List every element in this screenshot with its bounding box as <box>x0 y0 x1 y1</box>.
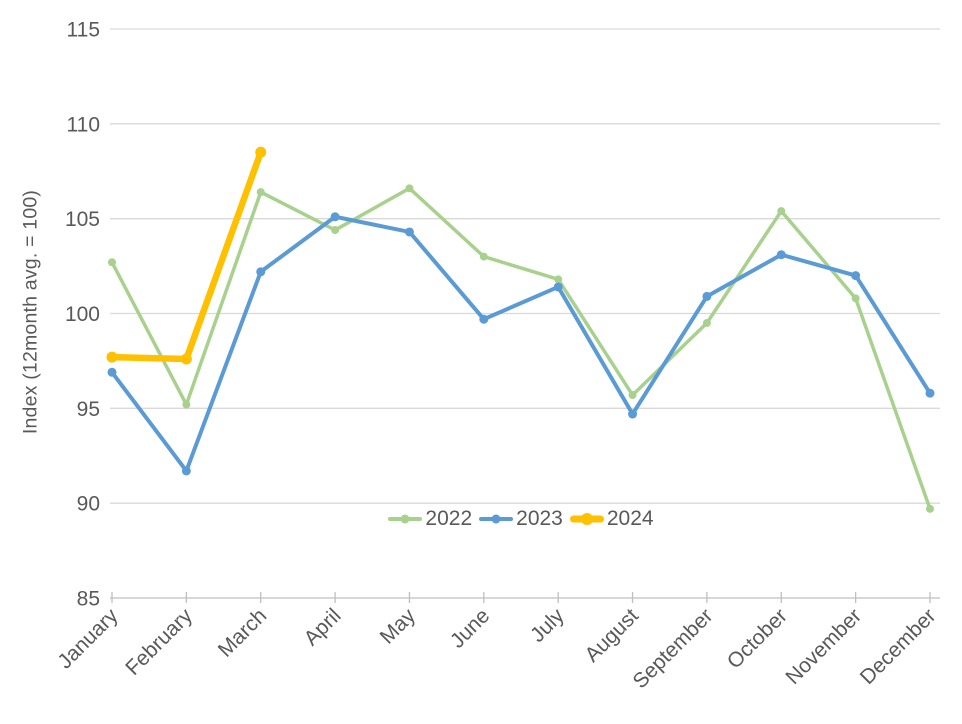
data-point-2022-september <box>702 318 711 327</box>
data-point-2022-may <box>405 184 414 193</box>
y-tick-label-90: 90 <box>77 493 100 516</box>
data-point-2023-october <box>776 250 786 260</box>
data-point-2022-march <box>256 188 265 197</box>
y-tick-label-105: 105 <box>65 208 100 231</box>
x-tick-label-august: August <box>581 604 644 667</box>
x-tick-label-december: December <box>856 604 941 689</box>
data-point-2022-june <box>479 252 488 261</box>
data-point-2023-september <box>702 291 712 301</box>
data-point-2023-april <box>330 212 340 222</box>
x-tick-label-january: January <box>53 604 122 673</box>
x-tick-label-june: June <box>446 604 494 652</box>
data-point-2023-january <box>107 367 117 377</box>
x-tick-label-october: October <box>723 604 792 673</box>
x-tick-label-july: July <box>526 604 569 647</box>
data-point-2022-july <box>554 275 563 284</box>
x-tick-label-february: February <box>121 604 197 680</box>
y-axis-title: Index (12month avg. = 100) <box>19 189 42 435</box>
data-point-2022-december <box>926 504 934 513</box>
data-point-2023-february <box>181 466 191 476</box>
data-point-2023-july <box>553 282 563 292</box>
x-tick-label-november: November <box>781 604 866 689</box>
data-point-2024-february <box>180 353 192 365</box>
series-line-2022 <box>110 186 932 511</box>
x-tick-label-april: April <box>300 604 346 650</box>
data-point-2023-december <box>925 388 935 398</box>
data-point-2022-april <box>331 226 340 235</box>
data-point-2023-march <box>256 267 266 277</box>
data-point-2023-june <box>479 314 489 324</box>
data-point-2022-october <box>777 207 786 216</box>
x-tick-label-march: March <box>214 604 272 662</box>
y-tick-label-85: 85 <box>77 588 100 611</box>
data-point-2022-august <box>628 391 637 400</box>
y-tick-label-100: 100 <box>65 303 100 326</box>
y-tick-label-110: 110 <box>67 113 100 136</box>
data-point-2023-august <box>628 409 638 419</box>
data-point-2023-may <box>404 227 414 237</box>
data-point-2022-february <box>182 400 191 409</box>
series-line-2023 <box>110 214 932 473</box>
x-tick-label-september: September <box>629 604 718 693</box>
data-point-2022-january <box>108 258 116 267</box>
data-point-2024-march <box>255 146 267 158</box>
x-tick-label-may: May <box>376 604 421 649</box>
y-tick-label-95: 95 <box>77 398 100 421</box>
data-point-2024-january <box>106 351 118 363</box>
y-tick-label-115: 115 <box>67 19 100 42</box>
data-point-2023-november <box>851 271 861 281</box>
data-point-2022-november <box>851 294 860 303</box>
